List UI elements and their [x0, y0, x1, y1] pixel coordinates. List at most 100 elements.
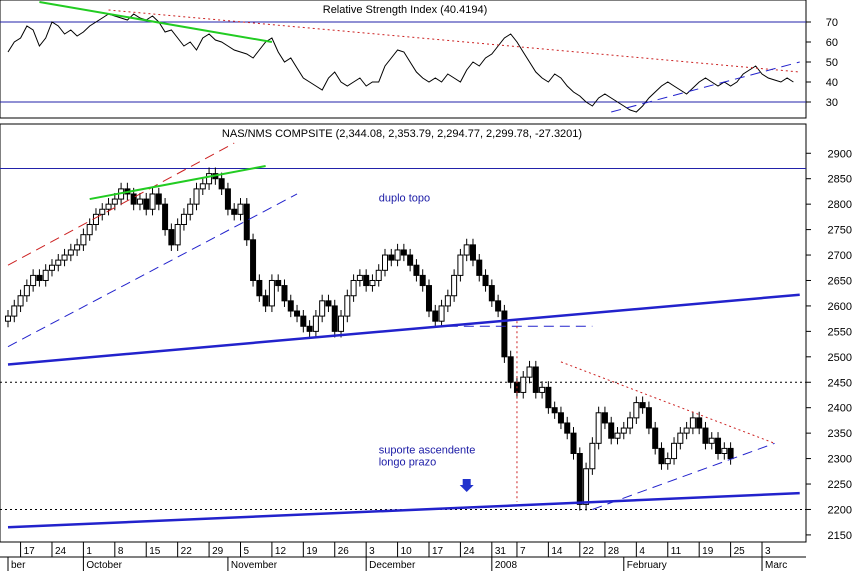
price-tick-label-2650: 2650: [828, 275, 852, 287]
rsi-series-line: [7, 13, 794, 113]
candle-body: [294, 310, 301, 317]
candle-body: [17, 295, 24, 307]
candle-body: [501, 310, 508, 358]
candle-body: [388, 254, 395, 261]
candle-body: [570, 432, 577, 454]
x-tick-label-11: 11: [671, 546, 682, 557]
candle-body: [306, 325, 313, 332]
month-label-December: December: [369, 560, 416, 571]
candle-body: [344, 295, 351, 317]
x-tick-label-1: 1: [86, 546, 92, 557]
price-trendline-0: [7, 293, 800, 366]
candle-body: [526, 366, 533, 378]
candle-body: [256, 279, 263, 297]
x-tick-label-26: 26: [338, 546, 350, 557]
month-label-November: November: [231, 560, 278, 571]
candle-body: [281, 285, 288, 302]
candle-body: [589, 442, 596, 470]
candle-body: [394, 249, 401, 261]
candle-body: [92, 213, 99, 226]
candle-body: [407, 254, 414, 266]
price-title: NAS/NMS COMPSITE (2,344.08, 2,353.79, 2,…: [222, 128, 582, 140]
candle-body: [224, 188, 231, 210]
candle-body: [583, 468, 590, 505]
candle-body: [199, 183, 206, 190]
candle-body: [55, 259, 62, 266]
candle-body: [463, 244, 470, 256]
candle-body: [174, 224, 181, 246]
rsi-tick-label-40: 40: [826, 77, 838, 89]
candle-body: [168, 229, 175, 246]
price-tick-label-2200: 2200: [828, 504, 852, 516]
x-tick-label-7: 7: [520, 546, 526, 557]
candle-body: [237, 203, 244, 215]
candle-body: [476, 259, 483, 276]
rsi-tick-label-50: 50: [826, 57, 838, 69]
price-tick-label-2850: 2850: [828, 174, 852, 186]
down-arrow-icon: [459, 479, 474, 493]
candle-body: [275, 279, 282, 287]
candle-body: [507, 356, 514, 383]
candle-body: [576, 452, 583, 505]
candle-body: [520, 376, 527, 393]
candle-body: [608, 422, 615, 439]
candle-body: [99, 208, 106, 215]
price-tick-label-2600: 2600: [828, 301, 852, 313]
rsi-title: Relative Strength Index (40.4194): [323, 4, 488, 16]
candle-body: [180, 213, 187, 226]
candle-body: [432, 310, 439, 322]
candle-body: [382, 254, 389, 271]
price-tick-label-2800: 2800: [828, 199, 852, 211]
candle-body: [557, 412, 564, 424]
candle-body: [319, 300, 326, 317]
candle-body: [136, 198, 143, 205]
candle-body: [595, 412, 602, 444]
candle-body: [325, 300, 332, 307]
x-tick-label-3: 3: [765, 546, 771, 557]
candle-body: [162, 203, 169, 231]
candle-body: [469, 244, 476, 261]
candle-body: [42, 269, 49, 281]
candle-body: [564, 422, 571, 434]
month-label-Marc: Marc: [765, 560, 787, 571]
price-tick-label-2700: 2700: [828, 250, 852, 262]
rsi-tick-label-70: 70: [826, 17, 838, 29]
annotation-longo-prazo: longo prazo: [379, 457, 437, 469]
annotation-duplo-topo: duplo topo: [379, 193, 430, 205]
candle-body: [451, 274, 458, 297]
x-tick-label-22: 22: [583, 546, 595, 557]
rsi-tick-label-60: 60: [826, 37, 838, 49]
x-tick-label-25: 25: [734, 546, 746, 557]
candle-body: [671, 442, 678, 460]
candle-body: [721, 447, 728, 454]
x-tick-label-3: 3: [369, 546, 375, 557]
candle-body: [111, 198, 118, 205]
candle-body: [375, 269, 382, 281]
candle-body: [67, 249, 74, 256]
price-tick-label-2400: 2400: [828, 403, 852, 415]
x-tick-label-19: 19: [306, 546, 318, 557]
x-tick-label-5: 5: [243, 546, 249, 557]
candle-body: [11, 305, 18, 317]
candle-body: [231, 208, 238, 215]
candle-body: [620, 427, 627, 434]
rsi-panel-frame: [0, 0, 807, 119]
x-tick-label-8: 8: [118, 546, 124, 557]
price-tick-label-2300: 2300: [828, 454, 852, 466]
candle-body: [338, 315, 345, 332]
candle-body: [287, 300, 294, 312]
candle-body: [444, 295, 451, 307]
rsi-trendline-0: [39, 1, 273, 43]
candle-body: [80, 234, 87, 246]
rsi-tick-label-30: 30: [826, 97, 838, 109]
price-panel-frame: [0, 123, 807, 543]
candle-body: [130, 193, 137, 205]
x-tick-label-4: 4: [639, 546, 645, 557]
price-trendline-4: [89, 165, 266, 201]
candle-body: [438, 305, 445, 322]
x-tick-label-24: 24: [55, 546, 67, 557]
candle-body: [400, 249, 407, 256]
candle-body: [149, 193, 156, 210]
candle-body: [488, 285, 495, 302]
